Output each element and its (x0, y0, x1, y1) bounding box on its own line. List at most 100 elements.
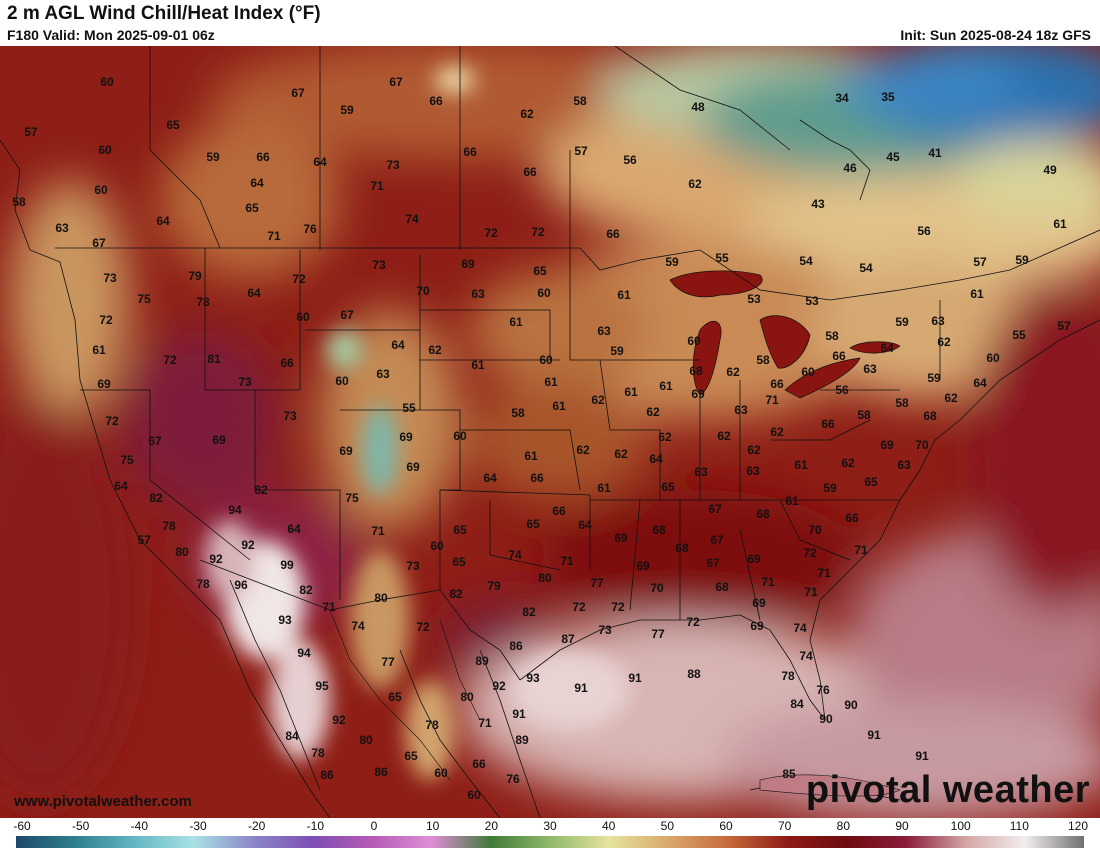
value-label: 61 (471, 358, 485, 372)
value-label: 80 (175, 545, 189, 559)
value-label: 60 (430, 539, 444, 553)
value-label: 63 (734, 403, 748, 417)
value-label: 86 (320, 768, 334, 782)
value-label: 74 (793, 621, 807, 635)
value-label: 69 (747, 552, 761, 566)
value-label: 45 (886, 150, 900, 164)
value-label: 55 (402, 401, 416, 415)
value-label: 67 (340, 308, 354, 322)
value-label: 57 (973, 255, 987, 269)
value-label: 58 (511, 406, 525, 420)
value-label: 62 (576, 443, 590, 457)
value-label: 67 (706, 556, 720, 570)
website-label: www.pivotalweather.com (14, 793, 192, 810)
value-label: 63 (931, 314, 945, 328)
value-label: 74 (799, 649, 813, 663)
value-label: 72 (416, 620, 430, 634)
init-time: Init: Sun 2025-08-24 18z GFS (900, 27, 1091, 43)
value-label: 62 (726, 365, 740, 379)
value-label: 77 (381, 655, 395, 669)
value-label: 60 (335, 374, 349, 388)
value-label: 55 (715, 251, 729, 265)
value-label: 43 (811, 197, 825, 211)
value-label: 78 (425, 718, 439, 732)
value-label: 61 (659, 379, 673, 393)
value-label: 60 (537, 286, 551, 300)
value-label: 82 (299, 583, 313, 597)
value-label: 63 (863, 362, 877, 376)
value-label: 34 (835, 91, 849, 105)
value-label: 64 (391, 338, 405, 352)
value-label: 69 (406, 460, 420, 474)
value-label: 70 (416, 284, 430, 298)
value-label: 91 (915, 749, 929, 763)
valid-time: F180 Valid: Mon 2025-09-01 06z (7, 27, 215, 43)
value-label: 60 (296, 310, 310, 324)
value-label: 59 (823, 481, 837, 495)
value-label: 88 (687, 667, 701, 681)
value-label: 69 (691, 387, 705, 401)
value-label: 66 (552, 504, 566, 518)
value-label: 63 (746, 464, 760, 478)
value-label: 62 (428, 343, 442, 357)
value-label: 63 (694, 465, 708, 479)
value-label: 71 (267, 229, 281, 243)
value-label: 71 (322, 600, 336, 614)
value-label: 71 (560, 554, 574, 568)
value-label: 74 (508, 548, 522, 562)
colorbar: -60 -50 -40 -30 -20 -10 0 10 20 30 40 50 60 70 80 90 100… (0, 818, 1100, 850)
value-label: 82 (254, 483, 268, 497)
value-label: 86 (509, 639, 523, 653)
value-label: 56 (835, 383, 849, 397)
value-label: 65 (661, 480, 675, 494)
value-label: 73 (238, 375, 252, 389)
map-panel[interactable]: 60 67 67 66 58 48 34 35 57 65 59 62 60 59 66 64 73 66 57 56… (0, 46, 1100, 818)
value-label: 41 (928, 146, 942, 160)
value-label: 70 (650, 581, 664, 595)
value-label: 65 (166, 118, 180, 132)
value-label: 53 (747, 292, 761, 306)
value-label: 60 (434, 766, 448, 780)
value-label: 70 (915, 438, 929, 452)
value-label: 77 (651, 627, 665, 641)
value-label: 94 (297, 646, 311, 660)
value-label: 72 (531, 225, 545, 239)
value-label: 62 (841, 456, 855, 470)
value-label: 89 (475, 654, 489, 668)
value-label: 72 (803, 546, 817, 560)
value-label: 57 (137, 533, 151, 547)
value-label: 79 (487, 579, 501, 593)
value-label: 61 (92, 343, 106, 357)
value-label: 80 (374, 591, 388, 605)
value-label: 62 (520, 107, 534, 121)
value-label: 65 (388, 690, 402, 704)
value-label: 94 (228, 503, 242, 517)
value-label: 62 (614, 447, 628, 461)
brand-logo: pivotal weather (805, 769, 1090, 811)
value-label: 86 (374, 765, 388, 779)
temperature-field (0, 46, 1100, 818)
value-label: 73 (406, 559, 420, 573)
header: 2 m AGL Wind Chill/Heat Index (°F) F180 … (0, 0, 1100, 46)
colorbar-tick-label: 120 (1067, 819, 1089, 833)
value-label: 64 (483, 471, 497, 485)
value-label: 65 (452, 555, 466, 569)
value-label: 62 (658, 430, 672, 444)
value-label: 66 (463, 145, 477, 159)
value-label: 68 (756, 507, 770, 521)
value-label: 78 (162, 519, 176, 533)
value-label: 61 (524, 449, 538, 463)
colorbar-tick-label: 100 (950, 819, 971, 833)
value-label: 63 (897, 458, 911, 472)
colorbar-tick-label: 10 (425, 819, 440, 833)
value-label: 63 (55, 221, 69, 235)
value-label: 65 (245, 201, 259, 215)
value-label: 85 (782, 767, 796, 781)
value-label: 76 (506, 772, 520, 786)
colorbar-tick-label: -20 (247, 819, 266, 833)
value-label: 35 (881, 90, 895, 104)
value-label: 64 (287, 522, 301, 536)
value-label: 66 (256, 150, 270, 164)
value-label: 62 (944, 391, 958, 405)
value-label: 59 (610, 344, 624, 358)
